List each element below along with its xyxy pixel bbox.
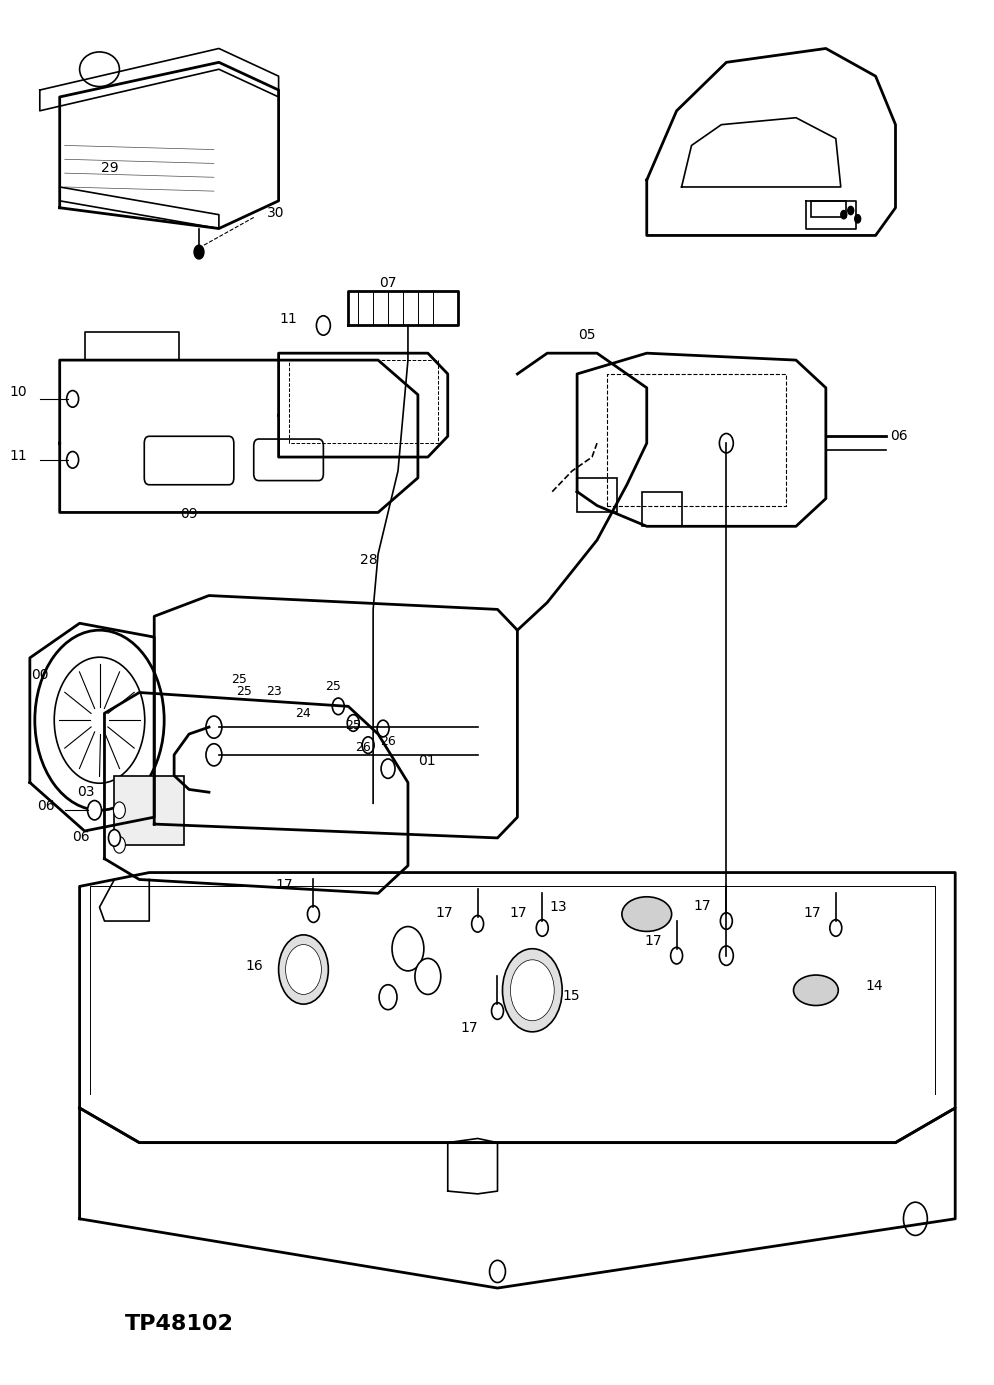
Circle shape	[67, 391, 79, 407]
Circle shape	[278, 935, 328, 1004]
Text: 17: 17	[509, 906, 527, 920]
Text: 07: 07	[379, 276, 397, 289]
Circle shape	[87, 801, 101, 820]
Text: 30: 30	[266, 206, 284, 220]
Text: 17: 17	[275, 878, 293, 892]
Circle shape	[113, 837, 125, 853]
Circle shape	[719, 434, 733, 453]
Circle shape	[285, 945, 321, 994]
Text: 15: 15	[562, 989, 580, 1003]
Circle shape	[520, 974, 544, 1007]
Circle shape	[414, 958, 440, 994]
Text: 17: 17	[643, 933, 661, 947]
Text: 26: 26	[355, 741, 371, 753]
FancyBboxPatch shape	[253, 439, 323, 481]
Circle shape	[35, 630, 164, 810]
FancyBboxPatch shape	[144, 436, 234, 485]
Circle shape	[829, 920, 841, 936]
Text: 29: 29	[100, 161, 118, 175]
Text: 14: 14	[865, 979, 883, 993]
Circle shape	[502, 949, 562, 1032]
Circle shape	[854, 215, 860, 223]
Text: 23: 23	[265, 686, 281, 698]
Circle shape	[489, 1260, 505, 1283]
Circle shape	[847, 206, 853, 215]
Circle shape	[206, 744, 222, 766]
Circle shape	[381, 759, 395, 778]
Circle shape	[113, 802, 125, 819]
Circle shape	[362, 737, 374, 753]
Text: 26: 26	[380, 735, 396, 748]
Text: 17: 17	[459, 1021, 477, 1035]
Circle shape	[194, 245, 204, 259]
Circle shape	[903, 1202, 926, 1235]
Circle shape	[293, 956, 313, 983]
Text: TP48102: TP48102	[124, 1313, 234, 1334]
Text: 03: 03	[77, 785, 94, 799]
Circle shape	[108, 830, 120, 846]
FancyBboxPatch shape	[114, 776, 184, 845]
Text: 25: 25	[236, 686, 251, 698]
Circle shape	[332, 698, 344, 715]
FancyBboxPatch shape	[577, 478, 616, 512]
Text: 06: 06	[72, 830, 89, 843]
Circle shape	[491, 1003, 503, 1019]
Circle shape	[510, 960, 554, 1021]
Text: 25: 25	[325, 680, 341, 692]
Circle shape	[316, 316, 330, 335]
Circle shape	[392, 927, 423, 971]
Circle shape	[471, 915, 483, 932]
Text: 00: 00	[31, 668, 49, 681]
Text: 05: 05	[578, 328, 595, 342]
Circle shape	[67, 452, 79, 468]
Text: 16: 16	[246, 958, 263, 972]
Text: 06: 06	[890, 429, 908, 443]
Circle shape	[536, 920, 548, 936]
Text: 10: 10	[9, 385, 27, 399]
Ellipse shape	[792, 975, 837, 1006]
FancyBboxPatch shape	[641, 492, 681, 526]
Circle shape	[55, 658, 145, 784]
Text: 24: 24	[295, 708, 311, 720]
Circle shape	[670, 947, 682, 964]
Circle shape	[206, 716, 222, 738]
Circle shape	[379, 985, 397, 1010]
Text: 01: 01	[417, 753, 435, 767]
Text: 17: 17	[434, 906, 452, 920]
Circle shape	[377, 720, 389, 737]
Text: 28: 28	[360, 553, 378, 566]
FancyBboxPatch shape	[810, 201, 845, 217]
Circle shape	[719, 946, 733, 965]
Text: 17: 17	[693, 899, 711, 913]
Circle shape	[720, 913, 732, 929]
Circle shape	[840, 211, 846, 219]
Text: 25: 25	[345, 719, 361, 731]
Text: 06: 06	[37, 799, 55, 813]
Ellipse shape	[621, 897, 671, 931]
Text: 13: 13	[549, 900, 567, 914]
Text: 25: 25	[231, 673, 247, 686]
Text: 17: 17	[802, 906, 820, 920]
Circle shape	[347, 715, 359, 731]
Circle shape	[307, 906, 319, 922]
Text: 09: 09	[180, 507, 198, 521]
Text: 11: 11	[9, 449, 27, 463]
Text: 11: 11	[279, 312, 297, 325]
